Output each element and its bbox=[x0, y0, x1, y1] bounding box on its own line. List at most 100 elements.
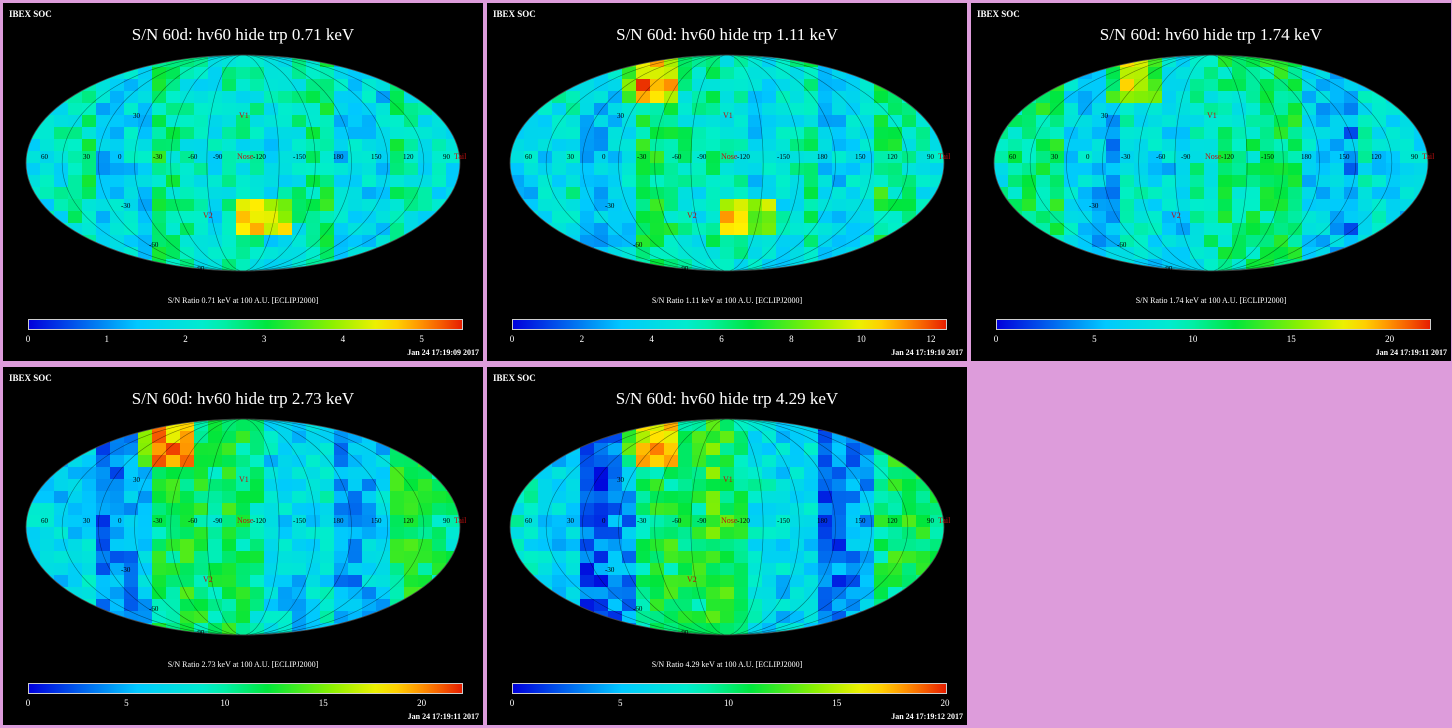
color-bar-tick: 15 bbox=[1286, 334, 1296, 344]
longitude-tick: -60 bbox=[672, 153, 682, 161]
longitude-tick: 90 bbox=[927, 153, 935, 161]
longitude-tick: -90 bbox=[697, 517, 707, 525]
longitude-tick: -60 bbox=[188, 153, 198, 161]
latitude-tick: -30 bbox=[605, 202, 615, 210]
longitude-tick: 0 bbox=[118, 517, 122, 525]
longitude-tick: 120 bbox=[1371, 153, 1382, 161]
timestamp: Jan 24 17:19:11 2017 bbox=[407, 712, 479, 721]
longitude-tick: 180 bbox=[333, 517, 344, 525]
longitude-tick: -90 bbox=[213, 153, 223, 161]
latitude-tick: -30 bbox=[121, 202, 131, 210]
latitude-tick: -60 bbox=[633, 241, 643, 249]
color-bar bbox=[512, 319, 947, 330]
latitude-tick: 30 bbox=[617, 112, 625, 120]
map-caption: S/N Ratio 1.74 keV at 100 A.U. [ECLIPJ20… bbox=[1135, 296, 1287, 305]
longitude-tick: -120 bbox=[737, 153, 750, 161]
map-caption: S/N Ratio 4.29 keV at 100 A.U. [ECLIPJ20… bbox=[651, 660, 803, 669]
brand-label: IBEX SOC bbox=[493, 9, 536, 19]
longitude-tick: 0 bbox=[1086, 153, 1090, 161]
longitude-tick: 150 bbox=[855, 153, 866, 161]
longitude-tick: -30 bbox=[637, 517, 647, 525]
latitude-tick: 30 bbox=[133, 476, 141, 484]
longitude-tick: -120 bbox=[253, 517, 266, 525]
skymap-ellipse: V1 V2 Nose Tail 60 30 0 -30 -60 -90 -120 -150 180 150… bbox=[509, 54, 951, 273]
longitude-tick: 90 bbox=[443, 517, 451, 525]
longitude-tick: 120 bbox=[887, 153, 898, 161]
map-caption: S/N Ratio 0.71 keV at 100 A.U. [ECLIPJ20… bbox=[167, 296, 319, 305]
skymap-ellipse: V1 V2 Nose Tail 60 30 0 -30 -60 -90 -120 -150 180 150… bbox=[509, 418, 951, 637]
longitude-tick: 180 bbox=[817, 517, 828, 525]
color-bar-tick: 5 bbox=[1092, 334, 1097, 344]
color-bar-tick: 4 bbox=[649, 334, 654, 344]
nose-marker: Nose bbox=[237, 516, 254, 525]
panel-title: S/N 60d: hv60 hide trp 1.11 keV bbox=[616, 25, 838, 44]
timestamp: Jan 24 17:19:09 2017 bbox=[407, 348, 479, 357]
v1-marker: V1 bbox=[723, 475, 733, 484]
color-bar-tick: 10 bbox=[220, 698, 230, 708]
longitude-tick: -120 bbox=[1221, 153, 1234, 161]
panel-title: S/N 60d: hv60 hide trp 0.71 keV bbox=[131, 25, 355, 44]
color-bar-tick: 6 bbox=[719, 334, 724, 344]
longitude-tick: 90 bbox=[1411, 153, 1419, 161]
longitude-tick: 180 bbox=[1301, 153, 1312, 161]
latitude-tick: -60 bbox=[149, 605, 159, 613]
timestamp: Jan 24 17:19:11 2017 bbox=[1375, 348, 1447, 357]
v2-marker: V2 bbox=[687, 575, 697, 584]
longitude-tick: -30 bbox=[637, 153, 647, 161]
color-bar-ticks: 0 5 10 15 20 bbox=[26, 698, 461, 708]
skymap-ellipse: V1 V2 Nose Tail 60 30 0 -30 -60 -90 -120 -150 180 150… bbox=[993, 54, 1435, 273]
longitude-tick: 120 bbox=[403, 153, 414, 161]
longitude-tick: -120 bbox=[253, 153, 266, 161]
latitude-tick: 30 bbox=[133, 112, 141, 120]
brand-label: IBEX SOC bbox=[9, 9, 52, 19]
latitude-tick: -30 bbox=[1089, 202, 1099, 210]
color-bar-tick: 1 bbox=[104, 334, 109, 344]
skymap-panel-4: IBEX SOC S/N 60d: hv60 hide trp 2.73 keV V… bbox=[3, 367, 483, 725]
color-bar-tick: 20 bbox=[417, 698, 427, 708]
longitude-tick: 30 bbox=[567, 153, 575, 161]
longitude-tick: 0 bbox=[602, 153, 606, 161]
nose-marker: Nose bbox=[721, 152, 738, 161]
longitude-tick: 180 bbox=[333, 153, 344, 161]
color-bar-tick: 10 bbox=[856, 334, 866, 344]
v1-marker: V1 bbox=[239, 475, 249, 484]
color-bar-tick: 0 bbox=[993, 334, 999, 344]
longitude-tick: 60 bbox=[41, 517, 49, 525]
latitude-tick: -60 bbox=[149, 241, 159, 249]
longitude-tick: 150 bbox=[855, 517, 866, 525]
panel-title: S/N 60d: hv60 hide trp 1.74 keV bbox=[1099, 25, 1323, 44]
latitude-tick: 30 bbox=[617, 476, 625, 484]
color-bar-tick: 2 bbox=[579, 334, 585, 344]
color-bar-tick: 5 bbox=[124, 698, 129, 708]
longitude-tick: 150 bbox=[371, 153, 382, 161]
color-bar-tick: 4 bbox=[340, 334, 346, 344]
longitude-tick: 60 bbox=[41, 153, 49, 161]
color-bar-tick: 0 bbox=[509, 334, 515, 344]
tail-marker: Tail bbox=[938, 516, 951, 525]
longitude-tick: -60 bbox=[188, 517, 198, 525]
longitude-tick: -150 bbox=[293, 517, 306, 525]
brand-label: IBEX SOC bbox=[9, 373, 52, 383]
nose-marker: Nose bbox=[721, 516, 738, 525]
nose-marker: Nose bbox=[1205, 152, 1222, 161]
longitude-tick: 60 bbox=[525, 517, 533, 525]
longitude-tick: 30 bbox=[83, 153, 91, 161]
longitude-tick: 30 bbox=[83, 517, 91, 525]
latitude-tick: -90 bbox=[1163, 265, 1173, 273]
longitude-tick: 120 bbox=[887, 517, 898, 525]
color-bar-tick: 12 bbox=[926, 334, 936, 344]
skymap-panel-5: IBEX SOC S/N 60d: hv60 hide trp 4.29 keV V… bbox=[487, 367, 967, 725]
color-bar-tick: 15 bbox=[318, 698, 328, 708]
longitude-tick: 0 bbox=[602, 517, 606, 525]
color-bar-ticks: 0 2 4 6 8 10 12 bbox=[509, 334, 945, 344]
longitude-tick: 90 bbox=[927, 517, 935, 525]
latitude-tick: 30 bbox=[1101, 112, 1109, 120]
latitude-tick: -60 bbox=[633, 605, 643, 613]
color-bar-ticks: 0 1 2 3 4 5 bbox=[26, 334, 461, 344]
map-caption: S/N Ratio 1.11 keV at 100 A.U. [ECLIPJ20… bbox=[651, 296, 803, 305]
longitude-tick: -30 bbox=[153, 517, 163, 525]
color-bar-tick: 15 bbox=[832, 698, 842, 708]
v1-marker: V1 bbox=[1207, 111, 1217, 120]
color-bar-tick: 10 bbox=[724, 698, 733, 708]
skymap-ellipse: V1 V2 Nose Tail 60 30 0 -30 -60 -90 -120 -150 180 150… bbox=[25, 418, 467, 637]
